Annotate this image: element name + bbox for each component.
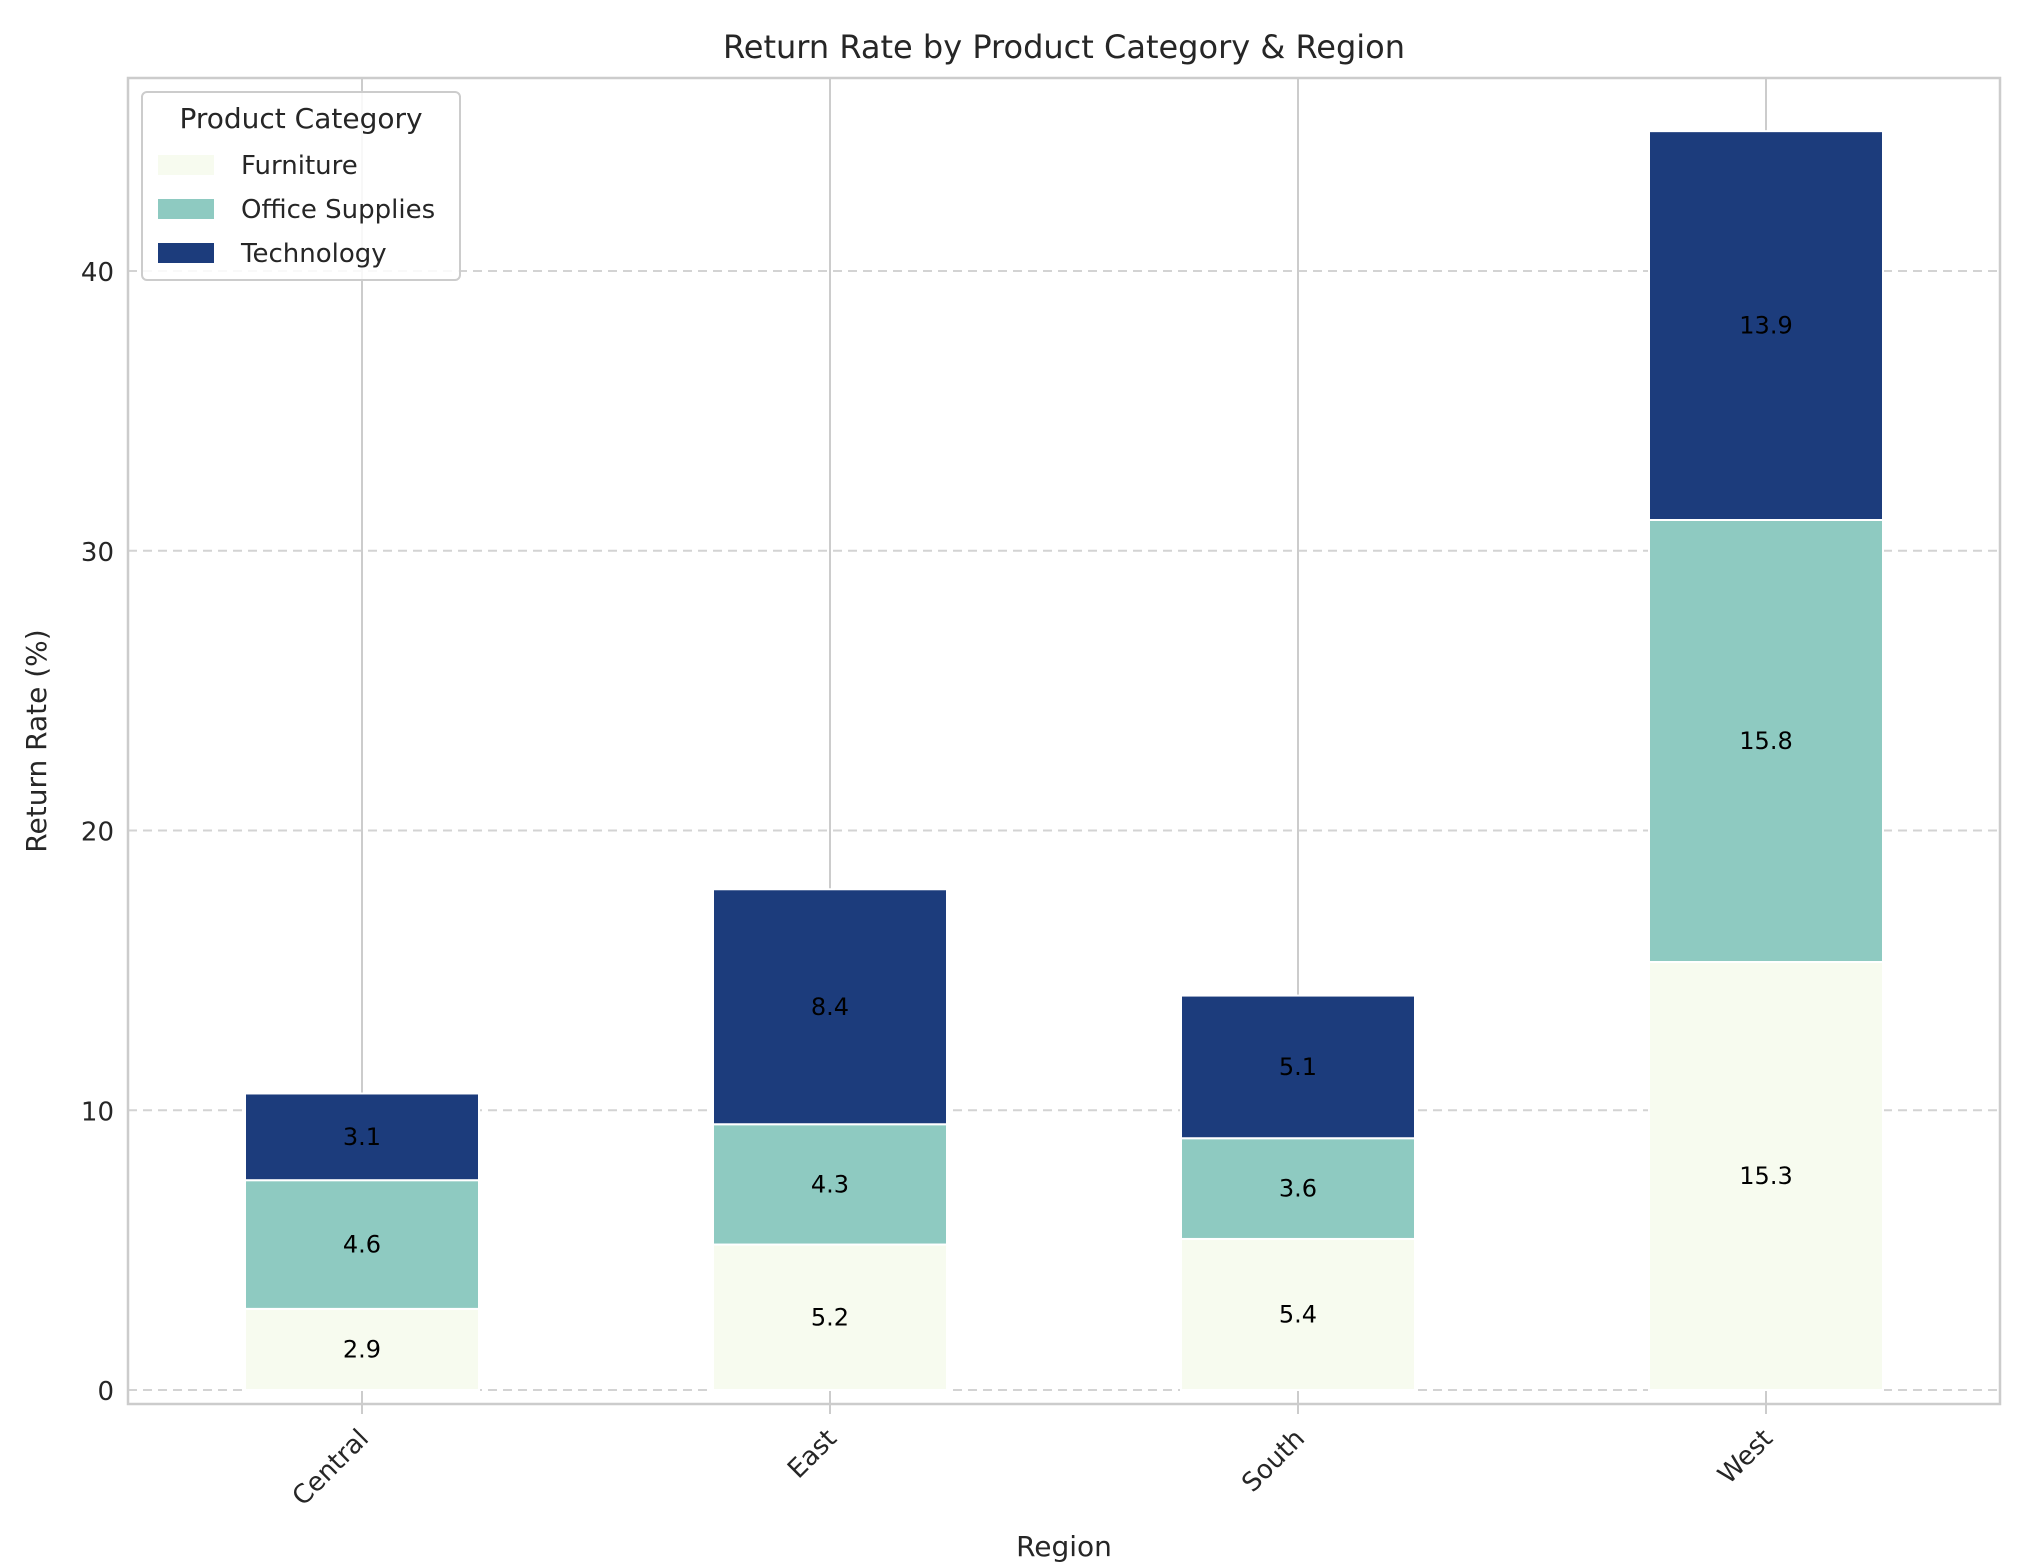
bar-furniture-south: [1180, 1237, 1416, 1392]
bar-office-supplies-central: [244, 1179, 480, 1310]
legend-label: Office Supplies: [241, 195, 435, 225]
data-labels: 2.9 4.6 3.1 5.2 4.3 8.4 5.4 3.6 5.1 15.3 15.8 13.9: [343, 312, 1793, 1364]
y-tick-label: 10: [81, 1097, 114, 1127]
bar-furniture-central: [244, 1307, 480, 1392]
data-label: 4.3: [811, 1170, 849, 1198]
bar-office-supplies-west: [1648, 519, 1884, 963]
data-label: 3.6: [1279, 1175, 1317, 1203]
data-label: 3.1: [343, 1123, 381, 1151]
data-label: 4.6: [343, 1231, 381, 1259]
data-label: 5.2: [811, 1303, 849, 1331]
data-label: 2.9: [343, 1335, 381, 1363]
bar-technology-east: [712, 888, 948, 1126]
legend-box: [141, 91, 461, 281]
legend-label: Technology: [240, 239, 387, 269]
bar-technology-south: [1180, 994, 1416, 1140]
legend-title: Product Category: [179, 102, 422, 135]
data-label: 8.4: [811, 993, 849, 1021]
legend: Product Category Furniture Office Supplie…: [141, 91, 461, 281]
bar-office-supplies-east: [712, 1123, 948, 1246]
data-label: 13.9: [1739, 312, 1792, 340]
bar-furniture-east: [712, 1243, 948, 1392]
data-label: 5.1: [1279, 1053, 1317, 1081]
y-axis-ticks: 0 10 20 30 40: [81, 258, 114, 1407]
chart-title: Return Rate by Product Category & Region: [723, 28, 1405, 66]
data-label: 15.3: [1739, 1162, 1792, 1190]
bar-technology-central: [244, 1092, 480, 1182]
plot-frame: [126, 76, 2002, 1406]
legend-swatch-office-supplies: [158, 199, 214, 219]
x-axis-label: Region: [1016, 1530, 1112, 1563]
y-tick-label: 30: [81, 538, 114, 568]
data-label: 5.4: [1279, 1300, 1317, 1328]
legend-swatch-furniture: [158, 155, 214, 175]
data-label: 15.8: [1739, 727, 1792, 755]
bars: [244, 130, 1884, 1392]
y-tick-label: 20: [81, 818, 114, 848]
y-tick-label: 40: [81, 258, 114, 288]
legend-items: Furniture Office Supplies Technology: [158, 151, 435, 269]
bar-office-supplies-south: [1180, 1137, 1416, 1240]
y-axis-label: Return Rate (%): [20, 629, 53, 852]
legend-swatch-technology: [158, 243, 214, 263]
bar-furniture-west: [1648, 961, 1884, 1392]
legend-label: Furniture: [241, 151, 358, 181]
bar-technology-west: [1648, 130, 1884, 522]
y-tick-label: 0: [97, 1377, 114, 1407]
